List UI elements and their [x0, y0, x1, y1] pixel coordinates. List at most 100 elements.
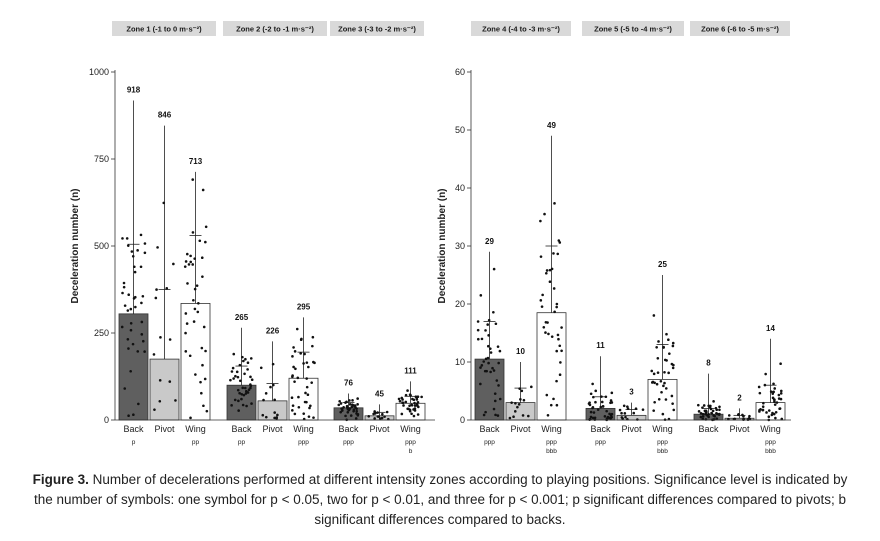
panel-left-zone-2-back-data-point: [235, 370, 239, 374]
panel-left-zone-1-wing-data-point: [201, 363, 204, 367]
panel-right-zone-2-wing-data-point: [664, 387, 668, 390]
panel-left-zone-2-pivot-data-point: [272, 383, 275, 387]
panel-right-zone-2-back-data-point: [610, 412, 614, 416]
panel-left-zone-2-back-data-point: [247, 388, 251, 392]
panel-right-zone-1-back-data-point: [476, 328, 480, 332]
panel-left-zone-2-wing-category-label: Wing: [293, 424, 314, 434]
panel-right-zone-1-wing-data-point: [556, 252, 560, 256]
panel-left-zone-1-back-data-point: [133, 295, 137, 299]
panel-right-zone-1-wing-data-point: [548, 268, 552, 272]
panel-right-zone-1-back-data-point: [479, 366, 482, 369]
panel-right-zone-1-header-label: Zone 4 (-4 to -3 m·s⁻²): [482, 25, 560, 34]
panel-right-zone-1-back-data-point: [492, 310, 495, 314]
panel-left-zone-3-back-data-point: [337, 403, 341, 407]
panel-right-zone-1-back-data-point: [489, 370, 492, 374]
panel-right-zone-3-back-data-point: [715, 411, 718, 415]
panel-left-zone-3-pivot-data-point: [373, 410, 376, 413]
panel-right-zone-1-wing-data-point: [545, 269, 549, 272]
panel-right-zone-1-pivot-data-point: [513, 410, 517, 413]
panel-right-zone-2-back-data-point: [596, 408, 600, 411]
panel-left-zone-1-pivot-data-point: [165, 287, 169, 290]
panel-right-zone-1-pivot-data-point: [522, 398, 526, 402]
panel-left-zone-3-wing-max-label: 111: [404, 366, 417, 375]
panel-right-zone-3-back-data-point: [712, 400, 715, 403]
panel-left-zone-3-wing-data-point: [412, 414, 416, 418]
panel-left-zone-2-wing-max-label: 295: [297, 302, 311, 311]
panel-left-zone-2-wing-data-point: [305, 400, 308, 404]
panel-left-zone-1-wing-data-point: [189, 260, 193, 264]
panel-left-zone-1-back-data-point: [123, 304, 127, 307]
panel-right-zone-1-back-data-point: [484, 329, 487, 332]
panel-right-zone-1-pivot-max-label: 10: [516, 347, 525, 356]
panel-left-zone-1-pivot-data-point: [172, 262, 175, 266]
panel-right-zone-1-wing-data-point: [555, 403, 559, 407]
panel-left-zone-3-back-data-point: [339, 402, 343, 405]
panel-right-zone-1-back-data-point: [486, 344, 490, 348]
panel-left-zone-1-wing-data-point: [199, 380, 202, 384]
panel-right-zone-3-pivot-data-point: [747, 416, 751, 420]
panel-right-zone-1-back-data-point: [486, 323, 489, 326]
panel-right-zone-3-back-max-label: 8: [706, 359, 711, 368]
panel-left-zone-1-back-data-point: [143, 242, 147, 245]
panel-left-zone-3-wing-data-point: [416, 404, 419, 407]
panel-right-zone-3-back-data-point: [715, 417, 719, 420]
panel-right-zone-2-back-data-point: [603, 415, 607, 418]
panel-right-zone-1-wing-data-point: [556, 333, 560, 337]
panel-left-zone-2-wing-data-point: [295, 327, 299, 331]
panel-right-zone-1-back-significance: ppp: [484, 439, 495, 446]
panel-right-zone-1-pivot-data-point: [510, 401, 513, 404]
panel-left-zone-3-back-data-point: [353, 405, 357, 408]
panel-right-zone-2-pivot-data-point: [632, 411, 636, 415]
panel-right-zone-3-wing-category-label: Wing: [760, 424, 781, 434]
panel-left-zone-3-wing-data-point: [397, 397, 401, 401]
panel-left-zone-1-back-data-point: [127, 347, 130, 350]
panel-left-zone-2-back-data-point: [236, 388, 240, 392]
panel-left-zone-1-pivot-data-point: [156, 246, 159, 249]
panel-left-zone-2-back-data-point: [231, 366, 235, 370]
panel-right-zone-2-wing-data-point: [652, 372, 656, 376]
panel-left-zone-1-back-data-point: [140, 320, 144, 324]
panel-left-zone-3-back-data-point: [354, 417, 358, 420]
panel-left-zone-1-back-data-point: [122, 281, 126, 285]
panel-right-zone-3-wing-data-point: [757, 385, 761, 389]
panel-right-zone-3-wing-significance: bbb: [765, 448, 776, 455]
panel-right-zone-2-wing-data-point: [663, 370, 666, 374]
panel-right-zone-1-back-max-label: 29: [485, 237, 494, 246]
panel-right-zone-1-back-data-point: [487, 334, 490, 337]
panel-left-zone-1-back-data-point: [131, 342, 135, 346]
panel-left-zone-2-back-data-point: [238, 391, 241, 395]
panel-left-zone-1-back-data-point: [133, 265, 136, 269]
panel-right-zone-2-wing-data-point: [665, 359, 668, 362]
panel-left-zone-2-wing-data-point: [302, 412, 306, 415]
panel-left-zone-1-wing-data-point: [200, 346, 204, 350]
panel-right-zone-2-wing-data-point: [655, 345, 658, 349]
panel-right-zone-3-wing-data-point: [771, 392, 775, 395]
panel-left-zone-3-back-max-label: 76: [344, 379, 353, 388]
panel-right-zone-2-wing-data-point: [656, 356, 660, 360]
panel-right-zone-3-pivot-data-point: [737, 413, 740, 417]
panel-left-zone-3-back-data-point: [344, 401, 347, 404]
panel-right-zone-3-pivot-max-label: 2: [737, 393, 742, 402]
panel-right-zone-1-wing-significance: bbb: [546, 448, 557, 455]
panel-left-zone-1-pivot-data-point: [158, 379, 162, 382]
panel-left-zone-3-wing-data-point: [408, 409, 412, 413]
panel-left-zone-2-wing-data-point: [300, 337, 303, 341]
panel-right-zone-3-wing-data-point: [761, 408, 765, 412]
panel-left-zone-3-back-data-point: [355, 412, 358, 415]
panel-right-zone-2-back-data-point: [594, 400, 597, 404]
panel-left-zone-2-wing-data-point: [291, 355, 294, 358]
panel-left-zone-3-wing-data-point: [400, 412, 404, 416]
panel-left-y-axis-label: Deceleration number (n): [70, 188, 81, 303]
panel-right-zone-3-back-data-point: [709, 407, 713, 411]
panel-right-zone-3-pivot-data-point: [742, 418, 745, 421]
panel-right-zone-3-back-data-point: [717, 413, 721, 416]
panel-right-zone-3-back-data-point: [710, 412, 714, 415]
panel-left-zone-1-wing-data-point: [184, 260, 188, 263]
panel-left-zone-1-wing-data-point: [184, 350, 188, 353]
panel-right-zone-1-wing-data-point: [544, 271, 548, 275]
panel-right-zone-1-back-data-point: [498, 349, 502, 353]
panel-right-zone-1-back-data-point: [484, 410, 487, 414]
panel-left-zone-3-wing-data-point: [416, 413, 420, 416]
panel-right-zone-3-back-data-point: [699, 412, 703, 415]
panel-right-zone-3-pivot-data-point: [727, 414, 731, 417]
